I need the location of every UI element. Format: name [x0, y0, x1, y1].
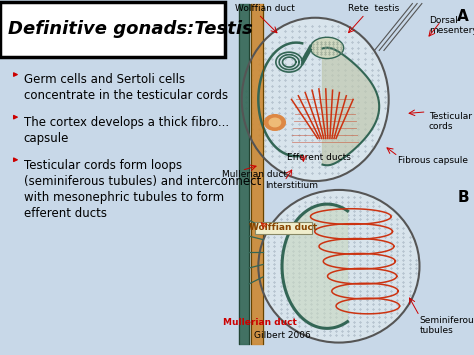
Text: Efferent ducts: Efferent ducts [287, 153, 351, 162]
Text: Definitive gonads:Testis: Definitive gonads:Testis [8, 20, 253, 38]
Text: The cortex develops a thick fibro...
capsule: The cortex develops a thick fibro... cap… [24, 116, 229, 145]
Text: Testicular
cords: Testicular cords [429, 112, 472, 131]
FancyBboxPatch shape [255, 222, 312, 234]
Polygon shape [258, 190, 419, 343]
Text: Mullerian duct: Mullerian duct [223, 318, 297, 327]
Polygon shape [322, 48, 379, 165]
Text: Fibrous capsule: Fibrous capsule [398, 156, 468, 165]
Text: Interstitium: Interstitium [265, 181, 319, 190]
Text: Germ cells and Sertoli cells
concentrate in the testicular cords: Germ cells and Sertoli cells concentrate… [24, 73, 228, 103]
Polygon shape [242, 18, 389, 181]
FancyBboxPatch shape [0, 2, 225, 57]
Polygon shape [282, 204, 347, 328]
Text: Dorsal
mesentery: Dorsal mesentery [429, 16, 474, 36]
Circle shape [269, 118, 281, 127]
Text: Wolffian duct: Wolffian duct [235, 4, 294, 13]
Text: Mullerian duct: Mullerian duct [222, 170, 287, 179]
Text: Wolffian duct: Wolffian duct [249, 223, 317, 232]
Text: Rete  testis: Rete testis [348, 4, 400, 13]
Text: Testicular cords form loops
(seminiferous tubules) and interconnect
with mesonep: Testicular cords form loops (seminiferou… [24, 159, 261, 220]
Text: Seminiferous
tubules: Seminiferous tubules [419, 316, 474, 335]
Ellipse shape [310, 37, 344, 59]
Text: B: B [457, 190, 469, 205]
Text: Gilbert 2006: Gilbert 2006 [254, 331, 310, 340]
Text: A: A [457, 9, 469, 24]
Circle shape [264, 115, 285, 130]
